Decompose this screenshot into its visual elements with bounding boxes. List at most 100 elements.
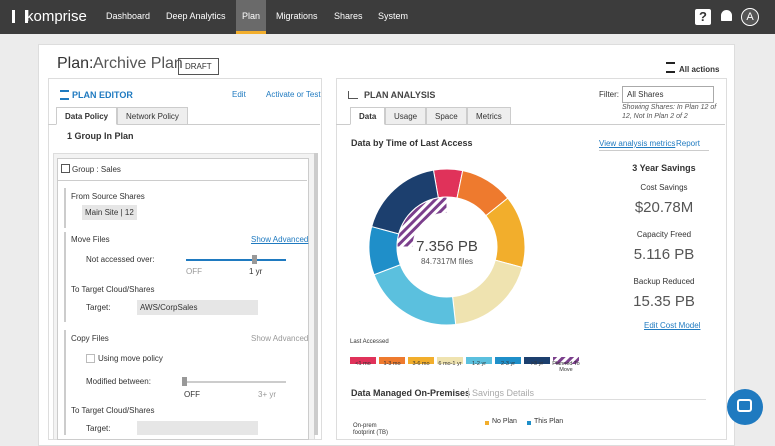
legend-label: 3-6 mo: [412, 361, 430, 367]
tab[interactable]: Data: [350, 107, 386, 125]
checkbox[interactable]: [86, 354, 95, 363]
copy-title: Copy Files: [71, 334, 109, 343]
legend-label: No Plan: [492, 418, 517, 425]
legend-label: Planned To Move: [552, 361, 580, 373]
copy-condition: Modified between:: [86, 377, 151, 386]
plan-analysis: [336, 78, 727, 440]
nav-item[interactable]: Migrations: [276, 11, 318, 21]
collapse-icon[interactable]: [61, 164, 70, 173]
notifications[interactable]: [721, 10, 732, 21]
legend-label: 1-2 yr: [471, 361, 487, 367]
copy-target-field[interactable]: [137, 421, 258, 435]
brand: komprise: [26, 8, 87, 25]
move-advanced[interactable]: Show Advanced: [251, 235, 309, 244]
section-line: [351, 399, 706, 400]
copy-slider-min: OFF: [184, 390, 200, 399]
section-bar: [64, 188, 66, 228]
tab[interactable]: Metrics: [467, 107, 511, 125]
savings-label: Cost Savings: [640, 183, 688, 192]
scrollbar: [314, 153, 318, 435]
tab[interactable]: Space: [426, 107, 467, 125]
analysis-title: PLAN ANALYSIS: [364, 90, 436, 100]
legend-swatch: [527, 421, 531, 425]
legend-swatch: [466, 351, 492, 364]
legend-label: 6 mo-1 yr: [438, 361, 462, 367]
section-bar: [64, 232, 66, 322]
edit-cost-model[interactable]: Edit Cost Model: [644, 321, 701, 330]
source-value: Main Site | 12: [82, 205, 137, 220]
section-bar: [64, 330, 66, 435]
edit-link[interactable]: Edit: [232, 90, 246, 99]
legend-label: 1-3 mo: [383, 361, 401, 367]
help-button[interactable]: ?: [695, 9, 711, 25]
metrics-link[interactable]: View analysis metrics: [599, 139, 676, 148]
analysis-icon: [348, 91, 358, 99]
copy-target-label: Target:: [86, 424, 111, 433]
onprem-axis: On-prem footprint (TB): [353, 423, 389, 436]
groups-count: 1 Group In Plan: [67, 131, 134, 141]
legend-label: >3 yr: [530, 361, 544, 367]
move-slider-handle[interactable]: [252, 255, 257, 264]
planned-arc: [396, 196, 448, 248]
savings-value: 5.116 PB: [633, 246, 695, 263]
savings-title: 3 Year Savings: [632, 163, 696, 173]
editor-icon: [60, 90, 69, 100]
move-slider-value: 1 yr: [249, 267, 263, 276]
legend-swatch: [350, 351, 376, 364]
legend-label: This Plan: [534, 418, 564, 425]
legend-swatch: [437, 351, 463, 364]
nav-item[interactable]: Plan: [236, 0, 267, 34]
donut-total: 7.356 PB: [416, 238, 478, 255]
source-label: From Source Shares: [71, 192, 145, 201]
legend-label: 2-3 yr: [500, 361, 516, 367]
menu-icon: [666, 62, 675, 73]
status-badge: DRAFT: [178, 58, 219, 75]
copy-target-title: To Target Cloud/Shares: [71, 406, 155, 415]
editor-title: PLAN EDITOR: [72, 90, 133, 100]
nav-item[interactable]: Deep Analytics: [166, 11, 226, 21]
move-target-title: To Target Cloud/Shares: [71, 285, 155, 294]
move-target-value: AWS/CorpSales: [137, 300, 258, 315]
savings-details[interactable]: Savings Details: [468, 388, 534, 398]
nav-bar: [0, 0, 775, 34]
filter-select[interactable]: All Shares: [622, 86, 714, 103]
nav-item[interactable]: Shares: [334, 11, 363, 21]
tab[interactable]: Data Policy: [56, 107, 118, 125]
move-title: Move Files: [71, 235, 110, 244]
legend-swatch: [495, 351, 521, 364]
copy-slider[interactable]: [186, 381, 286, 383]
donut-files: 84.7317M files: [420, 257, 474, 266]
group-header: [57, 158, 307, 181]
chat-icon: [737, 399, 752, 412]
nav-item[interactable]: Dashboard: [106, 11, 151, 21]
legend-title: Last Accessed: [350, 339, 389, 345]
legend-swatch: [485, 421, 489, 425]
copy-slider-handle[interactable]: [182, 377, 187, 386]
donut-segment: [452, 259, 523, 326]
savings-value: $20.78M: [634, 199, 694, 216]
plan-name: Archive Plan: [93, 55, 183, 72]
group-name: Group : Sales: [72, 165, 121, 174]
donut-chart: [368, 168, 526, 326]
legend-label: <1 mo: [355, 361, 371, 367]
filter-note: Showing Shares: In Plan 12 of 12, Not In…: [622, 104, 717, 120]
actions-menu[interactable]: All actions: [679, 65, 720, 74]
report-link[interactable]: Report: [676, 139, 701, 148]
nav-item[interactable]: System: [378, 11, 409, 21]
tab[interactable]: Usage: [385, 107, 427, 125]
chat-button[interactable]: [727, 389, 763, 425]
move-slider[interactable]: [186, 259, 286, 261]
use-move: Using move policy: [98, 354, 163, 363]
activate-link[interactable]: Activate or Test: [266, 90, 321, 99]
legend-swatch: [524, 351, 550, 364]
savings-label: Capacity Freed: [636, 230, 692, 239]
donut-segment: [373, 264, 457, 326]
tab[interactable]: Network Policy: [117, 107, 188, 125]
legend-swatch: [408, 351, 434, 364]
avatar[interactable]: A: [741, 8, 759, 26]
copy-slider-max: 3+ yr: [258, 390, 277, 399]
brand-icon: [12, 10, 28, 23]
filter-label: Filter:: [599, 90, 619, 99]
copy-advanced[interactable]: Show Advanced: [251, 334, 309, 343]
